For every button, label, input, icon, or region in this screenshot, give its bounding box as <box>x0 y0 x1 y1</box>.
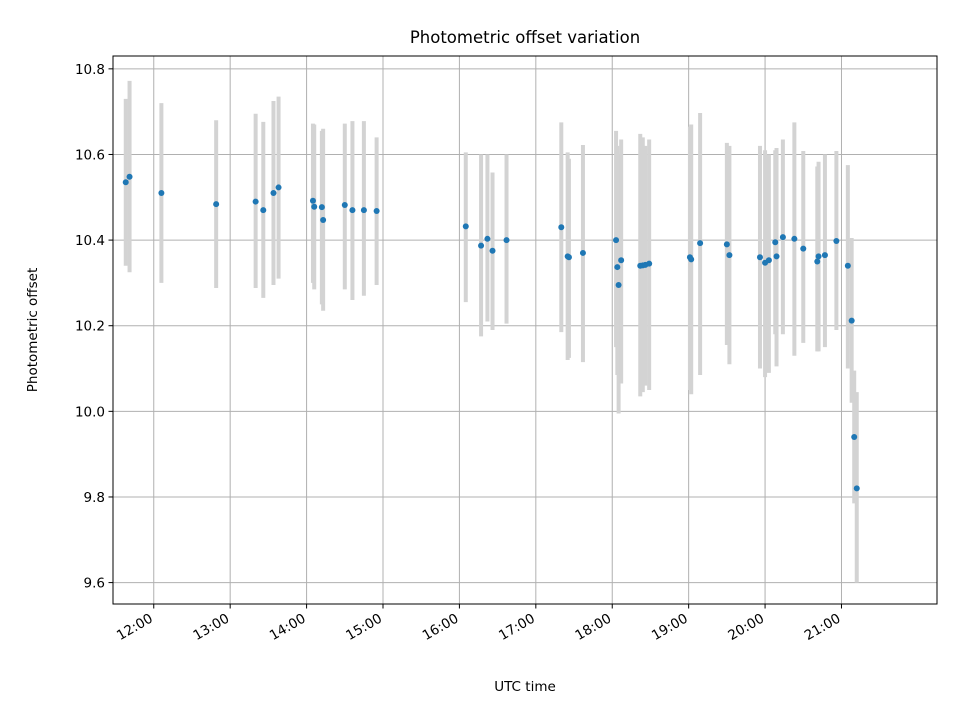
data-point <box>844 262 851 269</box>
data-point <box>688 256 695 263</box>
y-tick-label: 10.2 <box>75 319 105 335</box>
data-point <box>851 434 858 441</box>
data-point <box>126 173 133 180</box>
data-point <box>320 216 327 223</box>
data-point <box>815 253 822 260</box>
data-point <box>726 252 733 259</box>
data-point <box>779 234 786 241</box>
y-tick-label: 9.6 <box>84 576 105 592</box>
data-point <box>765 257 772 264</box>
data-point <box>489 247 496 254</box>
data-point <box>462 223 469 230</box>
data-point <box>697 240 704 247</box>
data-point <box>360 207 367 214</box>
data-point <box>848 317 855 324</box>
data-point <box>618 257 625 264</box>
y-tick-label: 9.8 <box>84 490 105 506</box>
data-point <box>270 190 277 196</box>
data-point <box>814 258 821 265</box>
data-point <box>309 197 316 204</box>
data-point <box>341 201 348 208</box>
data-point <box>558 224 565 231</box>
data-point <box>646 260 653 267</box>
data-point <box>756 254 763 261</box>
data-point <box>772 239 779 246</box>
data-point <box>800 245 807 252</box>
data-point-layer <box>122 173 860 492</box>
plot-frame <box>112 55 938 605</box>
data-point <box>579 249 586 256</box>
y-tick-label: 10.8 <box>75 62 105 78</box>
data-point <box>275 184 282 191</box>
plot-background <box>113 56 937 604</box>
x-axis-label: UTC time <box>494 679 556 695</box>
y-tick-label: 10.6 <box>75 147 105 163</box>
data-point <box>213 201 220 208</box>
data-point <box>821 252 828 259</box>
y-tick-label: 10.0 <box>75 404 105 420</box>
data-point <box>373 207 380 214</box>
data-point <box>853 485 860 492</box>
data-point <box>723 241 730 248</box>
data-point <box>614 264 621 271</box>
data-point <box>252 198 259 205</box>
data-point <box>503 237 510 244</box>
y-axis-label: Photometric offset <box>25 268 41 392</box>
data-point <box>311 203 318 210</box>
data-point <box>565 254 572 261</box>
y-tick-label: 10.4 <box>75 233 105 249</box>
y-axis-ticks: 9.6 9.8 10.0 10.2 10.4 10.6 10.8 <box>75 62 113 592</box>
data-point <box>478 242 485 249</box>
data-point <box>260 207 267 214</box>
data-point <box>615 282 622 289</box>
data-point <box>349 207 356 214</box>
chart-title: Photometric offset variation <box>410 28 640 47</box>
data-point <box>122 179 129 186</box>
data-point <box>833 237 840 244</box>
data-point <box>158 190 165 196</box>
data-point <box>613 237 620 244</box>
data-point <box>484 235 491 242</box>
data-point <box>791 235 798 242</box>
data-point <box>773 253 780 260</box>
data-point <box>318 204 325 211</box>
